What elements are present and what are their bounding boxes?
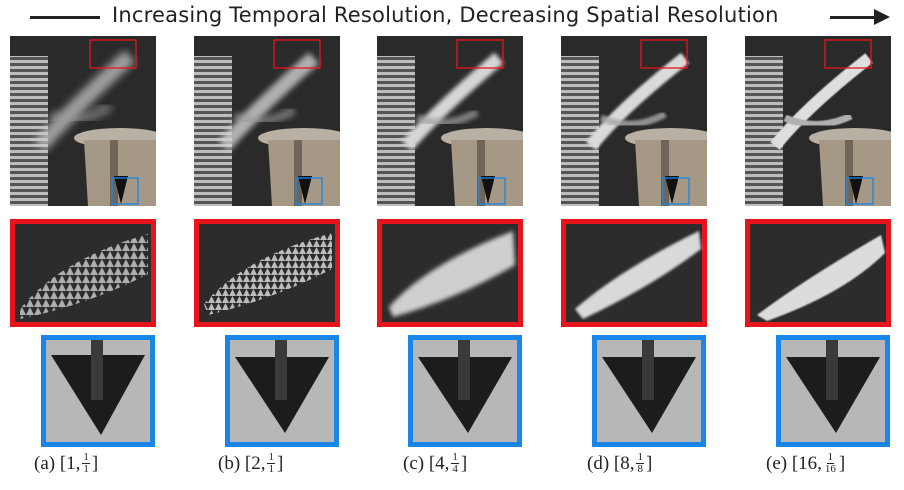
zoom-red-a	[10, 219, 156, 327]
zoom-red-b	[194, 219, 340, 327]
frame-image-a	[10, 36, 156, 206]
caption-e: (e) [16, 1 16 ]	[766, 451, 846, 475]
zoom-blue-a	[41, 335, 155, 447]
zoom-red-e	[745, 219, 891, 327]
zoom-red-d	[561, 219, 707, 327]
zoom-blue-c	[408, 335, 522, 447]
zoom-blue-d	[592, 335, 706, 447]
frame-image-b	[194, 36, 340, 206]
arrow-line-left	[30, 16, 100, 19]
zoom-red-c	[377, 219, 523, 327]
arrow-line-right	[830, 16, 878, 19]
frame-image-d	[561, 36, 707, 206]
header-text: Increasing Temporal Resolution, Decreasi…	[112, 3, 779, 27]
arrow-right-icon	[874, 9, 890, 25]
zoom-blue-b	[225, 335, 339, 447]
frame-image-e	[745, 36, 891, 206]
figure-header: Increasing Temporal Resolution, Decreasi…	[0, 0, 904, 36]
frame-image-c	[377, 36, 523, 206]
zoom-blue-e	[776, 335, 890, 447]
